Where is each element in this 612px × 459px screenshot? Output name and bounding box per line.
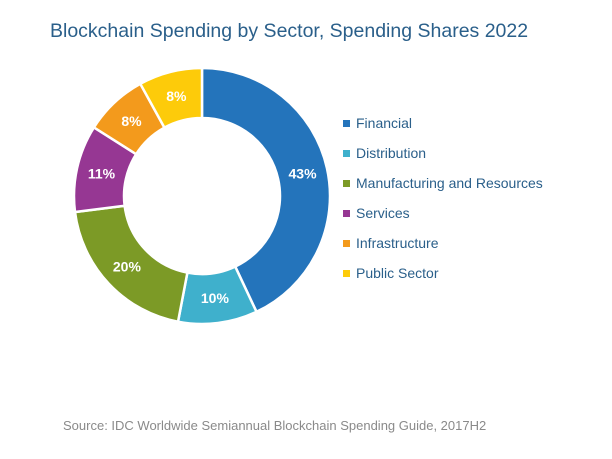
slice-financial [200,66,332,314]
legend-swatch [343,119,350,127]
slice-label: 8% [166,88,187,104]
slice-label: 11% [88,166,116,182]
slice-label: 10% [201,290,230,306]
slice-label: 43% [289,166,318,182]
legend-label: Services [356,205,410,221]
legend-label: Financial [356,115,413,131]
legend-swatch [343,269,350,277]
legend: Financial Distribution Manufacturing and R… [343,108,543,288]
legend-swatch [343,179,350,187]
legend-item: Manufacturing and Resources [343,168,543,198]
legend-item: Distribution [343,138,543,168]
legend-label: Manufacturing and Resources [356,175,543,191]
slice-public-sector [138,66,204,130]
legend-label: Infrastructure [356,235,439,251]
legend-item: Public Sector [343,258,543,288]
legend-swatch [343,239,350,247]
legend-item: Financial [343,108,543,138]
slice-label: 20% [113,259,142,275]
legend-item: Infrastructure [343,228,543,258]
legend-swatch [343,149,350,157]
legend-label: Public Sector [356,265,439,281]
chart-title: Blockchain Spending by Sector, Spending … [50,20,529,42]
legend-label: Distribution [356,145,427,161]
slice-label: 8% [121,113,142,129]
source-note: Source: IDC Worldwide Semiannual Blockch… [63,418,487,433]
legend-item: Services [343,198,543,228]
legend-swatch [343,209,350,217]
